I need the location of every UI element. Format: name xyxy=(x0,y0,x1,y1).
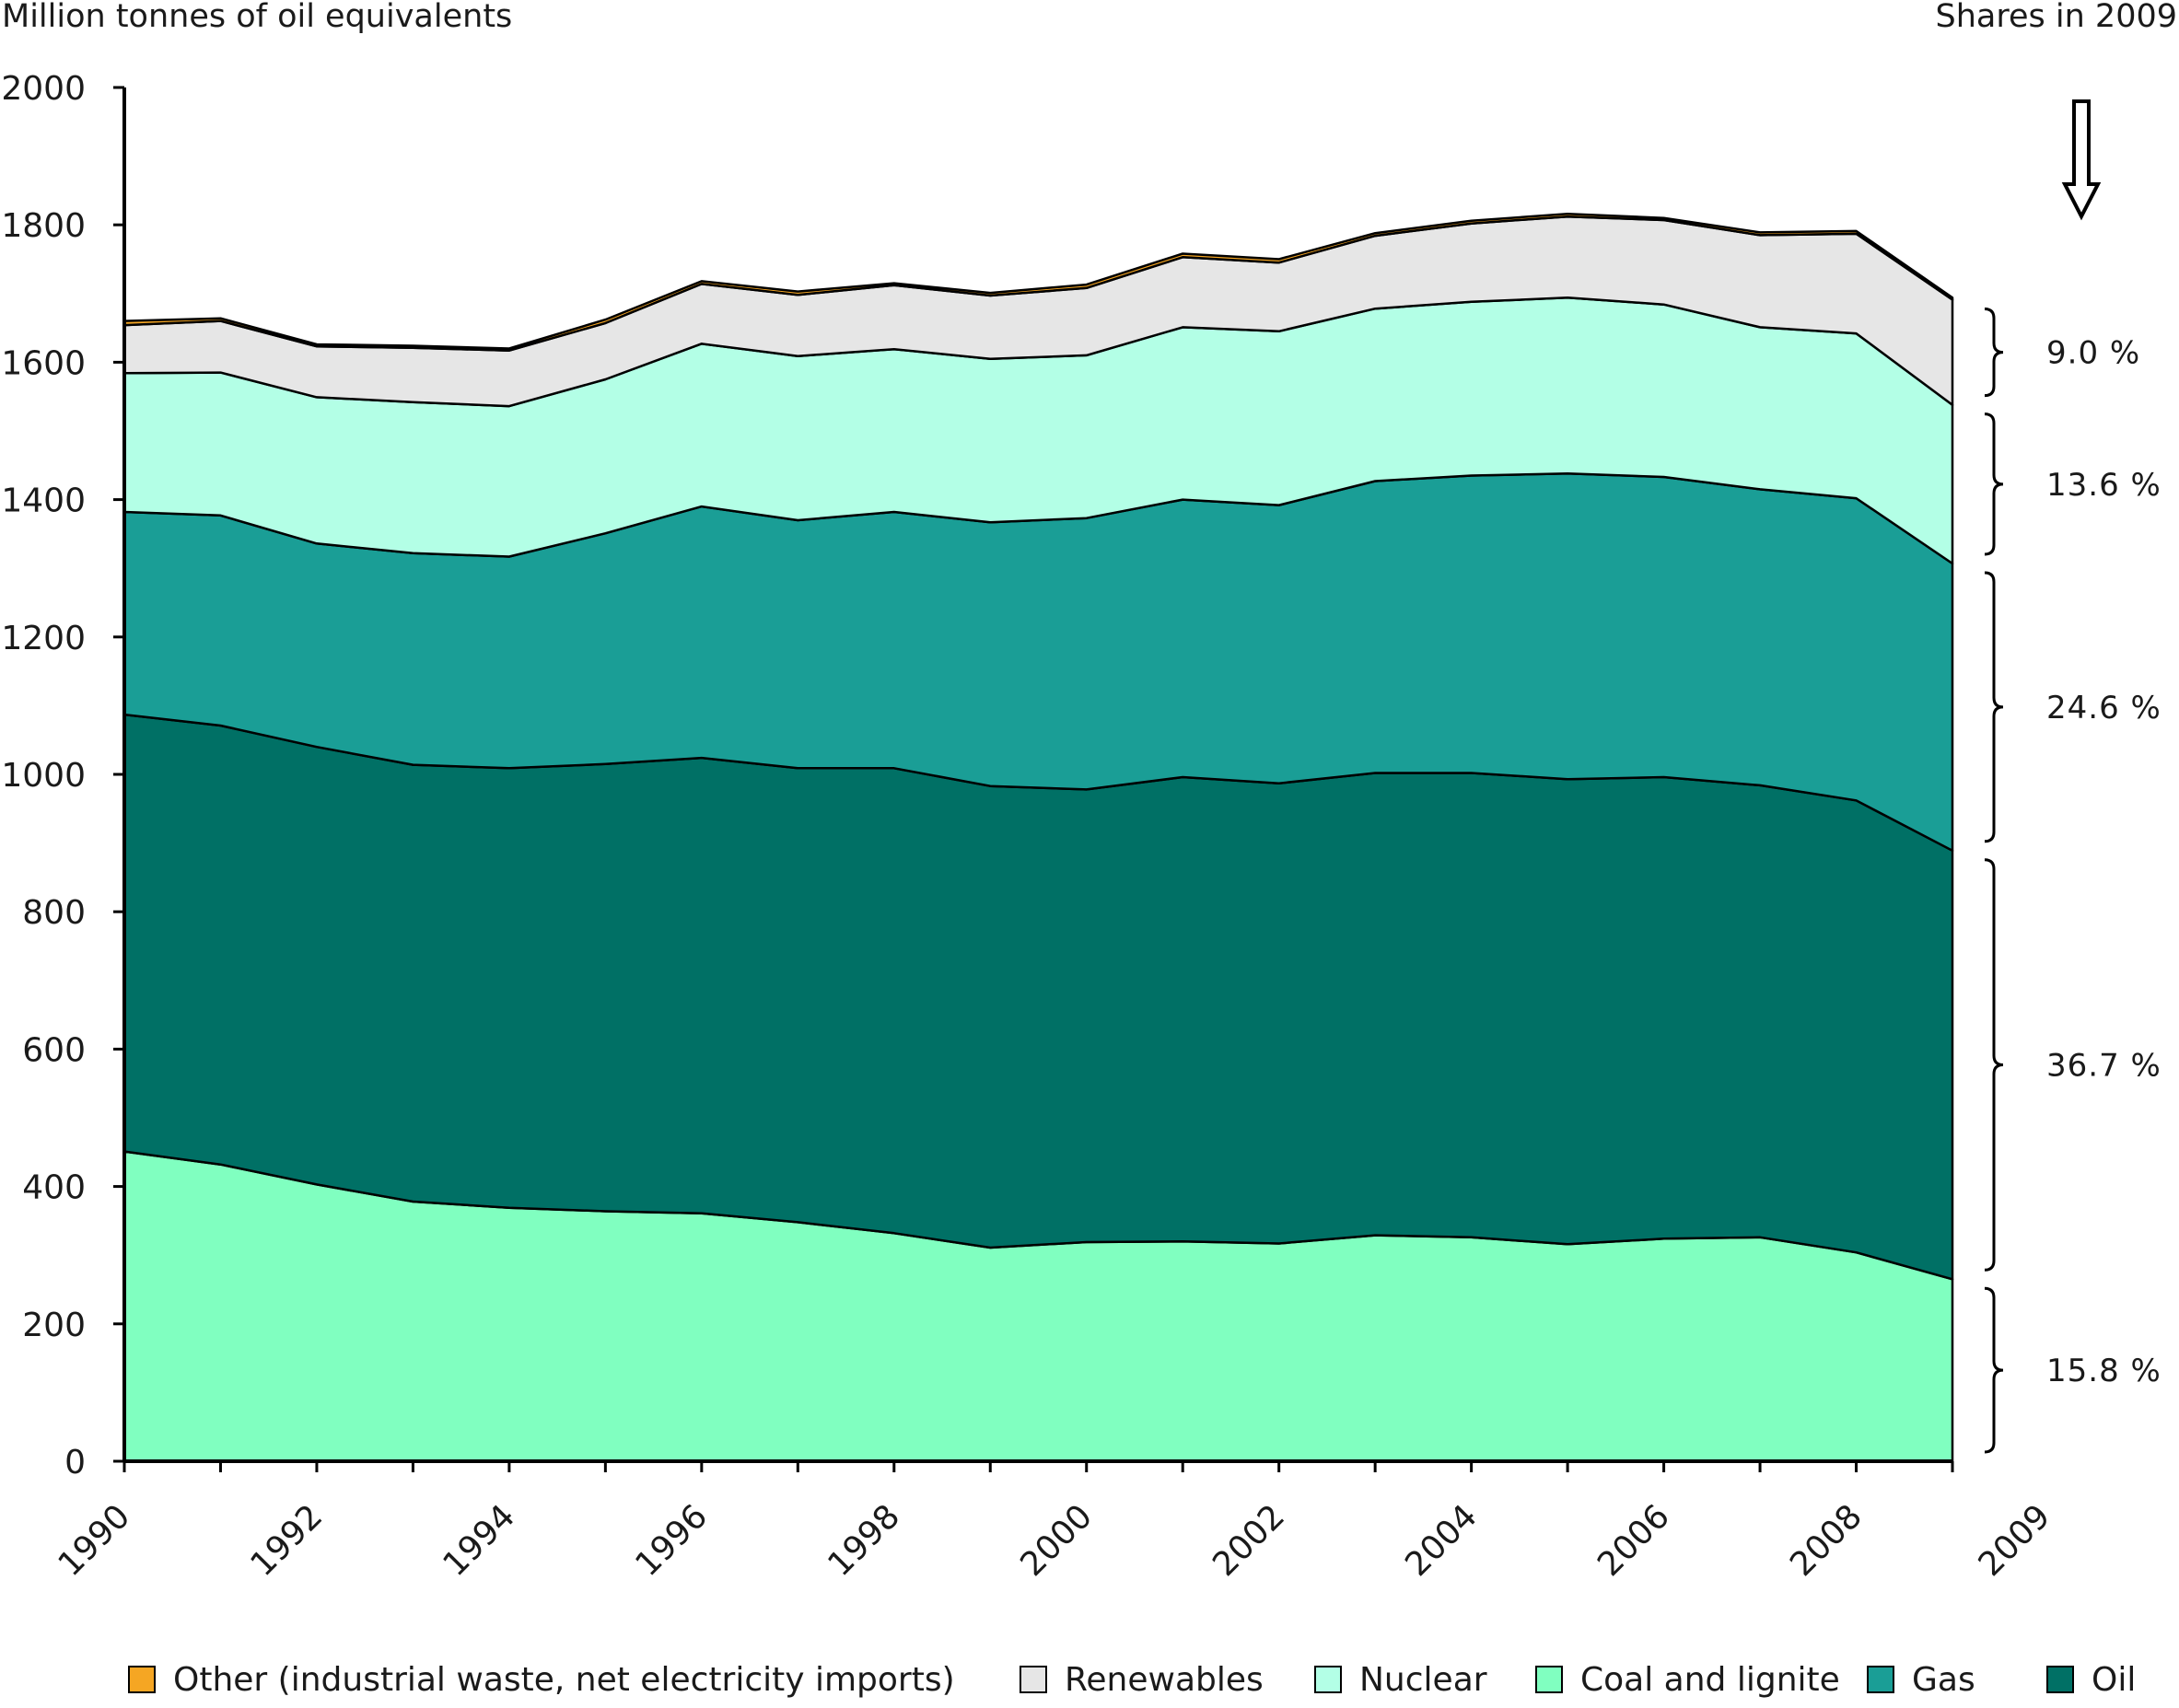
x-tick-label: 2004 xyxy=(1398,1497,1485,1584)
y-tick-label: 600 xyxy=(22,1031,86,1069)
legend-swatch-other-industrial-waste-net-electricity-imports xyxy=(128,1666,156,1693)
y-tick-label: 1400 xyxy=(1,482,86,520)
x-tick-label: 1994 xyxy=(436,1497,522,1584)
legend-label-coal-and-lignite: Coal and lignite xyxy=(1580,1661,1840,1699)
shares-title: Shares in 2009 xyxy=(1936,0,2177,35)
y-tick-label: 1600 xyxy=(1,344,86,382)
y-axis: 0 200 400 600 800 1000 1200 1400 1600 1800 2000 xyxy=(1,70,126,1481)
y-tick-label: 800 xyxy=(22,894,86,932)
share-brace-renewables xyxy=(1984,308,2004,398)
legend-swatch-oil xyxy=(2046,1666,2074,1693)
area-oil xyxy=(122,713,1954,1281)
legend-swatch-coal-and-lignite xyxy=(1535,1666,1563,1693)
x-tick-label: 1990 xyxy=(52,1497,138,1584)
share-label-gas: 24.6 % xyxy=(2046,690,2162,726)
x-axis: 1990 1992 1994 1996 1998 2000 2002 2004 2006 2008… xyxy=(52,1459,2058,1584)
y-tick-label: 1000 xyxy=(1,757,86,795)
share-label-coal-and-lignite: 15.8 % xyxy=(2046,1353,2162,1389)
legend-swatch-nuclear xyxy=(1314,1666,1342,1693)
y-tick-label: 400 xyxy=(22,1169,86,1207)
legend-swatch-gas xyxy=(1867,1666,1894,1693)
y-tick-label: 0 xyxy=(64,1444,86,1481)
x-tick-label: 2002 xyxy=(1206,1497,1292,1584)
x-tick-label: 1992 xyxy=(244,1497,331,1584)
legend-label-renewables: Renewables xyxy=(1065,1661,1264,1699)
legend: Other (industrial waste, net electricity… xyxy=(128,1661,2136,1699)
x-tick-label: 2000 xyxy=(1013,1497,1100,1584)
x-tick-label: 1996 xyxy=(628,1497,715,1584)
area-series-group xyxy=(122,213,1954,1463)
share-label-renewables: 9.0 % xyxy=(2046,335,2140,372)
y-tick-label: 1200 xyxy=(1,620,86,657)
share-brace-coal-and-lignite xyxy=(1984,1286,2004,1454)
x-tick-label: 1998 xyxy=(821,1497,907,1584)
x-tick-label: 2006 xyxy=(1591,1497,1677,1584)
down-arrow-icon xyxy=(2061,99,2102,221)
legend-label-oil: Oil xyxy=(2092,1661,2136,1699)
share-brace-gas xyxy=(1984,571,2004,843)
x-tick-label: 2009 xyxy=(1972,1497,2058,1584)
y-tick-label: 200 xyxy=(22,1307,86,1344)
y-axis-title: Million tonnes of oil equivalents xyxy=(2,0,512,35)
share-label-oil: 36.7 % xyxy=(2046,1048,2162,1085)
y-tick-label: 2000 xyxy=(1,70,86,108)
x-tick-label: 2008 xyxy=(1783,1497,1870,1584)
share-brace-nuclear xyxy=(1984,412,2004,556)
share-label-nuclear: 13.6 % xyxy=(2046,467,2162,504)
legend-swatch-renewables xyxy=(1020,1666,1047,1693)
legend-label-nuclear: Nuclear xyxy=(1359,1661,1487,1699)
share-brace-oil xyxy=(1984,858,2004,1272)
legend-label-gas: Gas xyxy=(1912,1661,1975,1699)
legend-label-other-industrial-waste-net-electricity-imports: Other (industrial waste, net electricity… xyxy=(173,1661,955,1699)
y-tick-label: 1800 xyxy=(1,207,86,245)
shares-2009-group: 15.8 % 36.7 % 24.6 % 13.6 % 9.0 % xyxy=(1984,308,2162,1454)
